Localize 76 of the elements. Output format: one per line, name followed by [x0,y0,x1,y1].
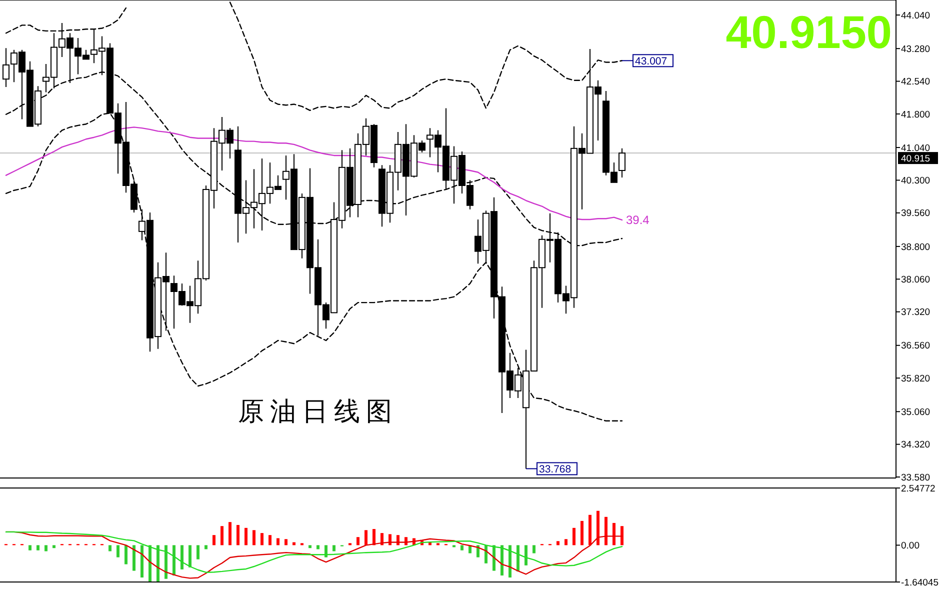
y-tick-label: 42.540 [901,76,930,88]
bar [516,545,520,572]
bar [236,524,240,546]
bar [172,545,176,576]
y-tick-label: 2.54772 [901,483,936,494]
bar [132,545,136,571]
bar [588,514,592,546]
y-tick-label: 39.560 [901,208,930,220]
data-label: 39.4 [626,212,650,227]
bar [332,545,336,552]
data-label: 43.007 [635,56,668,68]
candlestick [2,48,10,88]
bar [524,545,528,566]
bar [316,545,320,550]
text: 原油日线图 [238,397,398,427]
ref-line-label: 40.915 [901,153,930,164]
bar [580,520,584,546]
bar [196,545,200,560]
bar [52,545,56,548]
bar [124,545,128,564]
y-tick-label: 34.320 [901,440,930,451]
bar [268,535,272,546]
bar [604,516,608,546]
bar [556,541,560,546]
bar [28,545,32,550]
bar [508,545,512,578]
bar [612,522,616,546]
bar [620,526,624,546]
bar [164,545,168,579]
y-tick-label: 38.800 [901,242,930,253]
bar [44,545,48,552]
y-tick-label: 40.300 [901,176,930,187]
bar [244,528,248,546]
bar [356,537,360,546]
bar [284,539,288,546]
bar [156,545,160,582]
bar [596,510,600,546]
y-tick-label: -1.64045 [901,577,939,588]
bar [180,545,184,570]
bar [564,539,568,546]
bar [572,528,576,546]
y-tick-label: 35.060 [901,406,930,418]
bar [460,545,464,550]
y-tick-label: 41.040 [901,142,930,154]
bar [140,545,144,578]
bar [204,545,208,550]
bar [212,535,216,546]
bar [324,545,328,558]
line-series [5,126,623,221]
bar [228,522,232,546]
y-tick-label: 44.040 [901,10,930,22]
y-tick-label: 41.800 [901,109,930,120]
y-tick-label: 37.320 [901,307,930,318]
bar [108,545,112,552]
candlestick [618,148,626,178]
bar [252,530,256,546]
y-tick-label: 0.00 [901,540,920,552]
bar [276,538,280,546]
y-tick-label: 38.060 [901,274,930,286]
bar [188,545,192,568]
bar [364,530,368,546]
bar [308,545,312,548]
y-tick-label: 43.280 [901,44,930,55]
bar [532,545,536,554]
bar [220,526,224,546]
bar [372,529,376,546]
text: 40.9150 [726,6,892,58]
y-tick-label: 33.580 [901,472,930,484]
bar [116,545,120,558]
bar [500,545,504,576]
bar [36,545,40,550]
bar [260,533,264,546]
y-tick-label: 35.820 [901,373,930,384]
y-tick-label: 36.560 [901,340,930,352]
annotation: 33.768 [539,464,572,476]
bar [148,545,152,582]
